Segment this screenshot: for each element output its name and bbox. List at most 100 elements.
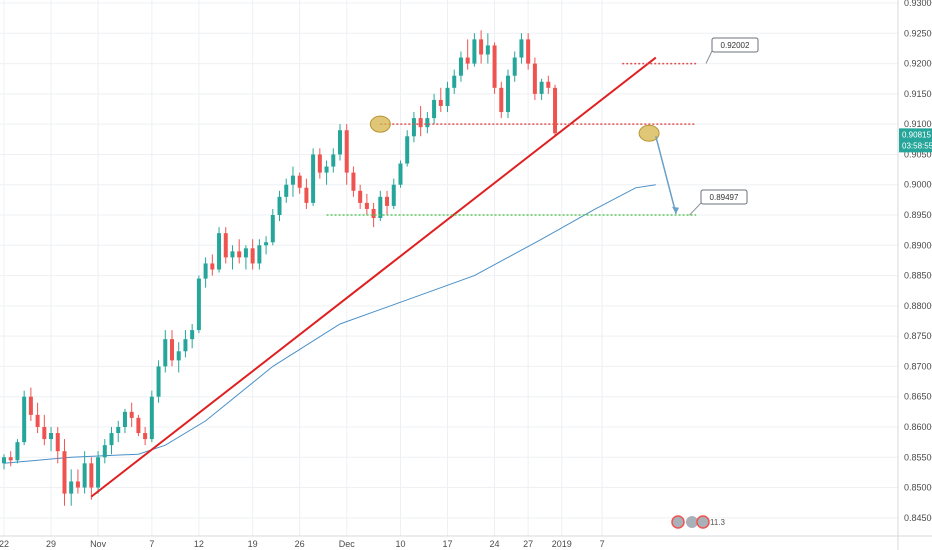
candle-body	[338, 130, 342, 154]
price-tick-label: 0.87500	[904, 331, 932, 341]
time-tick-label: 17	[443, 539, 453, 549]
time-tick-label: 26	[295, 539, 305, 549]
candle-body	[472, 39, 476, 63]
candle-body	[22, 397, 26, 442]
candle-body	[83, 463, 87, 487]
candle-body	[170, 339, 174, 360]
last-price-label: 0.90815	[902, 130, 931, 139]
candle-body	[110, 433, 114, 445]
time-tick-label: 19	[248, 539, 258, 549]
time-tick-label: 29	[46, 539, 56, 549]
time-tick-label: 27	[523, 539, 533, 549]
candle-body	[190, 330, 194, 339]
candle-body	[2, 457, 6, 463]
callout-label: 0.89497	[710, 193, 739, 202]
time-tick-label: Dec	[339, 539, 356, 549]
candle-body	[331, 154, 335, 166]
candle-body	[150, 397, 154, 439]
candle-body	[546, 82, 550, 88]
candle-body	[36, 415, 40, 427]
candle-body	[419, 118, 423, 127]
candle-body	[49, 433, 53, 439]
candle-body	[163, 339, 167, 366]
widget-label: 11.3	[710, 518, 726, 527]
callout-label: 0.92002	[721, 41, 750, 50]
moving-average-line	[4, 185, 656, 464]
candle-body	[425, 118, 429, 127]
candle-body	[69, 481, 73, 493]
candle-body	[298, 176, 302, 188]
time-tick-label: 22	[0, 539, 9, 549]
candle-body	[278, 197, 282, 215]
candle-body	[264, 242, 268, 245]
candle-body	[499, 88, 503, 112]
bottom-widget[interactable]: 11.3	[672, 516, 726, 528]
candle-body	[506, 76, 510, 112]
candle-body	[398, 164, 402, 185]
candle-body	[257, 245, 261, 263]
candle-body	[230, 251, 234, 257]
arrow-head	[672, 207, 679, 214]
candle-body	[372, 209, 376, 218]
candle-body	[284, 185, 288, 197]
candle-body	[62, 451, 66, 493]
candle-body	[251, 248, 255, 263]
price-tick-label: 0.91000	[904, 119, 932, 129]
countdown-label: 03:58:55	[902, 141, 932, 150]
person-icon	[686, 516, 698, 528]
candles	[2, 30, 557, 505]
time-axis[interactable]: 22 29 Nov 7 12 19 26 Dec 10 17 24 27 2019 7	[0, 539, 605, 549]
candle-body	[217, 233, 221, 269]
price-tick-label: 0.92500	[904, 28, 932, 38]
candle-body	[42, 427, 46, 439]
candle-body	[204, 263, 208, 278]
time-tick-label: 24	[490, 539, 500, 549]
time-tick-label: 7	[600, 539, 605, 549]
candle-body	[89, 463, 93, 487]
candle-body	[392, 185, 396, 206]
candle-body	[533, 64, 537, 94]
candle-body	[345, 130, 349, 172]
candle-body	[459, 58, 463, 76]
candle-body	[29, 397, 33, 415]
candle-body	[123, 412, 127, 427]
candle-body	[291, 176, 295, 185]
time-tick-label: 10	[395, 539, 405, 549]
candle-body	[540, 82, 544, 94]
candle-body	[325, 167, 329, 173]
time-tick-label: 12	[194, 539, 204, 549]
candle-body	[183, 339, 187, 351]
projection-arrow	[656, 136, 676, 214]
candle-body	[76, 481, 80, 487]
ma-series	[4, 185, 656, 464]
flag-icon	[697, 516, 709, 528]
candle-body	[237, 251, 241, 257]
candle-body	[486, 45, 490, 54]
candle-body	[96, 457, 100, 487]
candle-body	[130, 412, 134, 418]
time-tick-label: 2019	[552, 539, 572, 549]
candle-body	[304, 188, 308, 203]
candle-body	[519, 39, 523, 57]
candle-body	[479, 39, 483, 54]
candle-body	[9, 457, 13, 460]
candle-body	[513, 58, 517, 76]
candle-body	[493, 45, 497, 87]
candle-body	[358, 191, 362, 203]
candle-body	[244, 248, 248, 257]
candle-body	[439, 100, 443, 106]
time-tick-label: Nov	[90, 539, 107, 549]
candle-body	[311, 154, 315, 202]
candle-body	[197, 279, 201, 330]
